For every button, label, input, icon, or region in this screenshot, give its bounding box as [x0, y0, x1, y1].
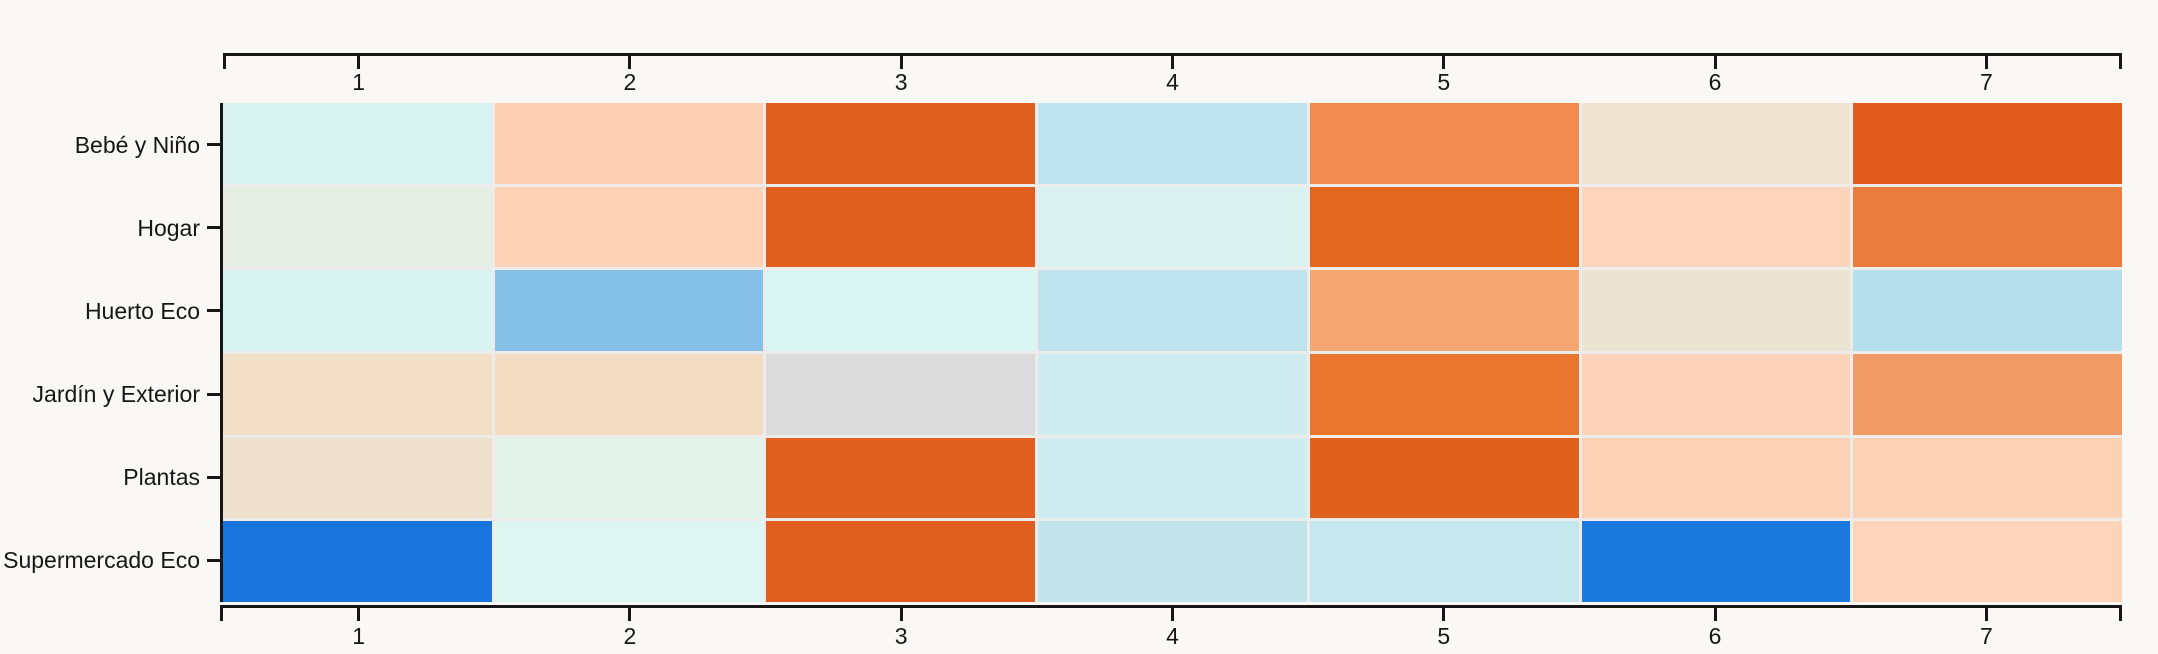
x-tick-label-bottom-7: 7 — [1979, 623, 1993, 649]
axis-end-cap-3 — [2119, 605, 2122, 621]
x-tick-label-top-2: 2 — [623, 69, 637, 95]
y-tick-left-6 — [207, 558, 220, 562]
x-tick-label-bottom-6: 6 — [1708, 623, 1722, 649]
heatmap-cell-r3-c2[interactable] — [494, 270, 764, 351]
heatmap-cell-r4-c3[interactable] — [766, 353, 1036, 435]
heatmap-cell-r1-c5[interactable] — [1309, 103, 1579, 184]
x-tick-label-bottom-4: 4 — [1166, 623, 1179, 649]
heatmap-cell-r4-c1[interactable] — [223, 353, 492, 435]
heatmap-cell-r5-c7[interactable] — [1853, 437, 2122, 519]
heatmap-cell-r4-c7[interactable] — [1853, 353, 2122, 435]
x-tick-label-bottom-5: 5 — [1437, 623, 1451, 649]
heatmap-cell-r1-c2[interactable] — [494, 103, 764, 184]
y-tick-left-5 — [207, 475, 220, 479]
heatmap-cell-r4-c4[interactable] — [1038, 353, 1307, 435]
x-tick-label-top-6: 6 — [1708, 69, 1722, 95]
axis-end-cap-1 — [2119, 53, 2122, 69]
x-tick-bottom-5 — [1442, 605, 1446, 621]
x-tick-bottom-7 — [1984, 605, 1988, 621]
y-tick-left-3 — [207, 309, 220, 313]
heatmap-cell-r2-c7[interactable] — [1853, 186, 2122, 268]
heatmap-cell-r6-c4[interactable] — [1038, 521, 1307, 602]
heatmap-cell-r3-c5[interactable] — [1309, 270, 1579, 351]
heatmap-cell-r6-c1[interactable] — [223, 521, 492, 602]
x-tick-top-5 — [1442, 53, 1446, 69]
x-tick-bottom-4 — [1171, 605, 1174, 621]
heatmap-cell-r1-c7[interactable] — [1853, 103, 2122, 184]
y-tick-label-1: Bebé y Niño — [74, 131, 200, 158]
x-tick-top-4 — [1171, 53, 1174, 69]
x-tick-label-top-3: 3 — [894, 69, 908, 95]
x-tick-top-3 — [899, 53, 903, 69]
heatmap-cell-r4-c6[interactable] — [1581, 353, 1851, 435]
x-tick-label-top-5: 5 — [1437, 69, 1451, 95]
heatmap-cell-r5-c3[interactable] — [766, 437, 1036, 519]
x-tick-label-top-7: 7 — [1979, 69, 1993, 95]
heatmap-cell-r2-c1[interactable] — [223, 186, 492, 268]
y-tick-label-5: Plantas — [123, 464, 200, 491]
heatmap-cell-r5-c1[interactable] — [223, 437, 492, 519]
x-tick-bottom-6 — [1713, 605, 1717, 621]
heatmap-cell-r4-c5[interactable] — [1309, 353, 1579, 435]
heatmap-cell-r3-c4[interactable] — [1038, 270, 1307, 351]
heatmap-cell-r1-c3[interactable] — [766, 103, 1036, 184]
y-tick-label-6: Supermercado Eco — [3, 547, 200, 574]
y-tick-label-2: Hogar — [137, 214, 200, 241]
heatmap-cell-r5-c4[interactable] — [1038, 437, 1307, 519]
heatmap-cell-r3-c6[interactable] — [1581, 270, 1851, 351]
x-tick-label-top-1: 1 — [352, 69, 366, 95]
heatmap-cell-r5-c5[interactable] — [1309, 437, 1579, 519]
x-tick-top-6 — [1713, 53, 1717, 69]
heatmap-cell-r5-c2[interactable] — [494, 437, 764, 519]
x-tick-bottom-1 — [357, 605, 361, 621]
axis-end-cap-0 — [223, 53, 226, 69]
heatmap-cells-grid — [223, 103, 2122, 602]
y-tick-left-4 — [207, 392, 220, 396]
x-tick-label-bottom-1: 1 — [352, 623, 366, 649]
x-tick-label-top-4: 4 — [1166, 69, 1179, 95]
x-tick-label-bottom-2: 2 — [623, 623, 637, 649]
heatmap-cell-r6-c6[interactable] — [1581, 521, 1851, 602]
heatmap-cell-r2-c6[interactable] — [1581, 186, 1851, 268]
y-tick-label-4: Jardín y Exterior — [32, 381, 200, 408]
heatmap-cell-r3-c3[interactable] — [766, 270, 1036, 351]
x-tick-bottom-3 — [899, 605, 903, 621]
x-tick-top-2 — [628, 53, 632, 69]
y-tick-left-1 — [207, 143, 220, 147]
y-tick-left-2 — [207, 226, 220, 230]
heatmap-cell-r3-c7[interactable] — [1853, 270, 2122, 351]
heatmap-cell-r2-c2[interactable] — [494, 186, 764, 268]
x-tick-top-7 — [1984, 53, 1988, 69]
heatmap-cell-r4-c2[interactable] — [494, 353, 764, 435]
heatmap-cell-r1-c6[interactable] — [1581, 103, 1851, 184]
heatmap-cell-r1-c4[interactable] — [1038, 103, 1307, 184]
heatmap-cell-r2-c4[interactable] — [1038, 186, 1307, 268]
heatmap-cell-r3-c1[interactable] — [223, 270, 492, 351]
x-tick-bottom-2 — [628, 605, 632, 621]
heatmap-cell-r2-c3[interactable] — [766, 186, 1036, 268]
heatmap-cell-r6-c2[interactable] — [494, 521, 764, 602]
x-tick-label-bottom-3: 3 — [894, 623, 908, 649]
axis-end-cap-2 — [220, 605, 223, 621]
y-axis-line-left — [220, 103, 223, 602]
heatmap-cell-r2-c5[interactable] — [1309, 186, 1579, 268]
x-tick-top-1 — [357, 53, 361, 69]
y-tick-label-3: Huerto Eco — [84, 297, 200, 324]
heatmap-cell-r6-c5[interactable] — [1309, 521, 1579, 602]
heatmap-cell-r5-c6[interactable] — [1581, 437, 1851, 519]
heatmap-cell-r6-c7[interactable] — [1853, 521, 2122, 602]
heatmap-cell-r1-c1[interactable] — [223, 103, 492, 184]
heatmap-cell-r6-c3[interactable] — [766, 521, 1036, 602]
